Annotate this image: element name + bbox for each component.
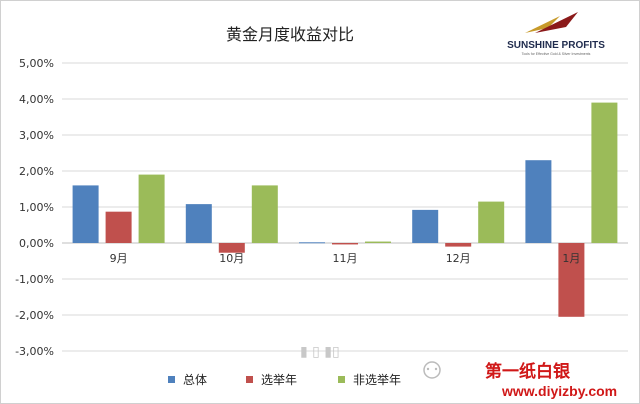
bar-election-year <box>332 243 358 245</box>
x-category-label: 12月 <box>446 252 471 265</box>
bar-total <box>185 204 212 243</box>
y-tick-label: -2,00% <box>15 309 54 322</box>
bar-election-year <box>105 211 132 243</box>
bar-election-year <box>445 243 472 247</box>
legend-label: 总体 <box>183 373 207 387</box>
watermark-faded-mark: ▮ ▯ ▮▯ <box>300 344 340 360</box>
x-axis-categories: 9月 10月 11月 12月 1月 <box>110 252 581 265</box>
bar-non-election-year <box>591 102 618 243</box>
logo-name: SUNSHINE PROFITS <box>507 40 605 51</box>
y-tick-label: 2,00% <box>19 165 54 178</box>
y-tick-label: -1,00% <box>15 273 54 286</box>
bar-total <box>299 242 325 244</box>
watermark-url: www.diyizby.com <box>501 383 617 399</box>
legend-label: 非选举年 <box>353 373 401 387</box>
legend-swatch <box>246 376 253 383</box>
bar-non-election-year <box>251 185 278 243</box>
y-tick-label: 5,00% <box>19 57 54 70</box>
watermark: ▮ ▯ ▮▯ 第一纸白银 www.diyizby.com <box>300 344 617 399</box>
bars <box>72 102 618 317</box>
watermark-name: 第一纸白银 <box>485 361 571 382</box>
x-category-label: 9月 <box>110 252 128 265</box>
bar-total <box>412 209 439 243</box>
chart-title: 黄金月度收益对比 <box>226 25 354 44</box>
legend-swatch <box>338 376 345 383</box>
y-tick-label: -3,00% <box>15 345 54 358</box>
bar-non-election-year <box>365 241 391 243</box>
bar-election-year <box>218 243 245 253</box>
x-category-label: 11月 <box>333 252 358 265</box>
bar-election-year <box>558 243 585 317</box>
logo-tagline: Tools for Effective Gold & Silver Invest… <box>522 52 591 56</box>
x-category-label: 10月 <box>219 252 244 265</box>
y-tick-label: 1,00% <box>19 201 54 214</box>
y-tick-label: 3,00% <box>19 129 54 142</box>
legend: 总体 选举年 非选举年 <box>168 373 401 387</box>
sunshine-profits-logo: SUNSHINE PROFITS Tools for Effective Gol… <box>507 12 605 56</box>
x-category-label: 1月 <box>562 252 580 265</box>
bar-non-election-year <box>138 174 165 243</box>
logo-swoosh-icon <box>525 16 560 33</box>
y-axis-ticks: 5,00% 4,00% 3,00% 2,00% 1,00% 0,00% -1,00% -2,0… <box>15 57 54 358</box>
legend-label: 选举年 <box>261 373 297 387</box>
bar-total <box>72 185 99 243</box>
logo-swoosh-icon-2 <box>535 12 578 33</box>
bar-total <box>525 160 552 243</box>
y-tick-label: 0,00% <box>19 237 54 250</box>
wechat-icon <box>423 361 441 379</box>
y-tick-label: 4,00% <box>19 93 54 106</box>
legend-swatch <box>168 376 175 383</box>
bar-non-election-year <box>478 201 505 243</box>
